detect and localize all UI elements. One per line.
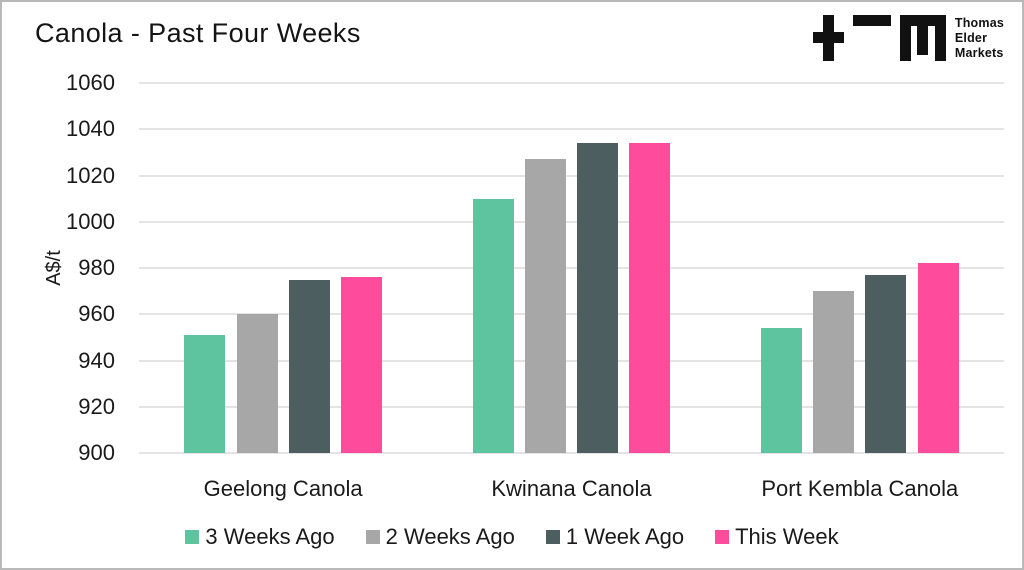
x-category-label: Geelong Canola: [203, 476, 363, 501]
bar: [629, 143, 671, 453]
y-tick-label: 900: [78, 440, 115, 465]
legend-label: 2 Weeks Ago: [385, 524, 515, 549]
logo-wordmark: Thomas Elder Markets: [955, 16, 1004, 61]
gridline: [139, 359, 1004, 362]
y-tick-label: 980: [78, 255, 115, 280]
gridline: [139, 220, 1004, 223]
legend-label: 1 Week Ago: [565, 524, 685, 549]
bar: [236, 314, 278, 453]
legend-item: 2 Weeks Ago: [365, 524, 515, 550]
y-tick-label: 1000: [66, 208, 115, 234]
logo-plus-icon: [812, 15, 844, 61]
legend-swatch: [545, 530, 560, 544]
legend-swatch: [185, 530, 200, 544]
x-category-label: Port Kembla Canola: [761, 476, 959, 501]
logo-line-3: Markets: [954, 45, 1004, 60]
gridline: [139, 128, 1004, 131]
bar: [813, 291, 855, 453]
bar: [341, 277, 383, 453]
bar: [524, 159, 566, 453]
gridline: [139, 82, 1004, 84]
legend-swatch: [365, 530, 380, 544]
y-tick-label: 1020: [66, 162, 115, 188]
chart-legend: 3 Weeks Ago 2 Weeks Ago 1 Week Ago This Wee…: [2, 524, 1022, 550]
gridline: [139, 452, 1004, 454]
chart-title: Canola - Past Four Weeks: [35, 18, 361, 48]
gridline: [139, 313, 1004, 316]
y-tick-label: 1040: [66, 116, 115, 142]
x-category-label: Kwinana Canola: [491, 476, 652, 501]
bar: [288, 279, 330, 453]
legend-item: 1 Week Ago: [545, 524, 685, 550]
bar: [917, 263, 959, 453]
bar: [865, 274, 907, 453]
legend-label: 3 Weeks Ago: [205, 524, 335, 549]
y-tick-label: 940: [78, 347, 115, 373]
y-tick-label: 1060: [66, 70, 115, 95]
bar: [760, 328, 802, 453]
legend-item: 3 Weeks Ago: [185, 524, 335, 550]
legend-item: This Week: [715, 524, 839, 550]
thomas-elder-markets-logo: Thomas Elder Markets: [812, 15, 1004, 61]
legend-swatch: [715, 530, 730, 544]
bar: [184, 335, 226, 453]
bar: [472, 198, 514, 453]
logo-line-1: Thomas: [954, 15, 1004, 30]
gridline: [139, 267, 1004, 269]
logo-m-icon: [899, 15, 946, 61]
y-tick-label: 960: [78, 301, 115, 327]
gridline: [139, 174, 1004, 177]
logo-e-bars-icon: [852, 15, 891, 61]
gridline: [139, 405, 1004, 408]
bar: [577, 143, 619, 453]
legend-label: This Week: [735, 524, 839, 549]
y-tick-label: 920: [78, 393, 115, 419]
logo-line-2: Elder: [954, 30, 988, 45]
